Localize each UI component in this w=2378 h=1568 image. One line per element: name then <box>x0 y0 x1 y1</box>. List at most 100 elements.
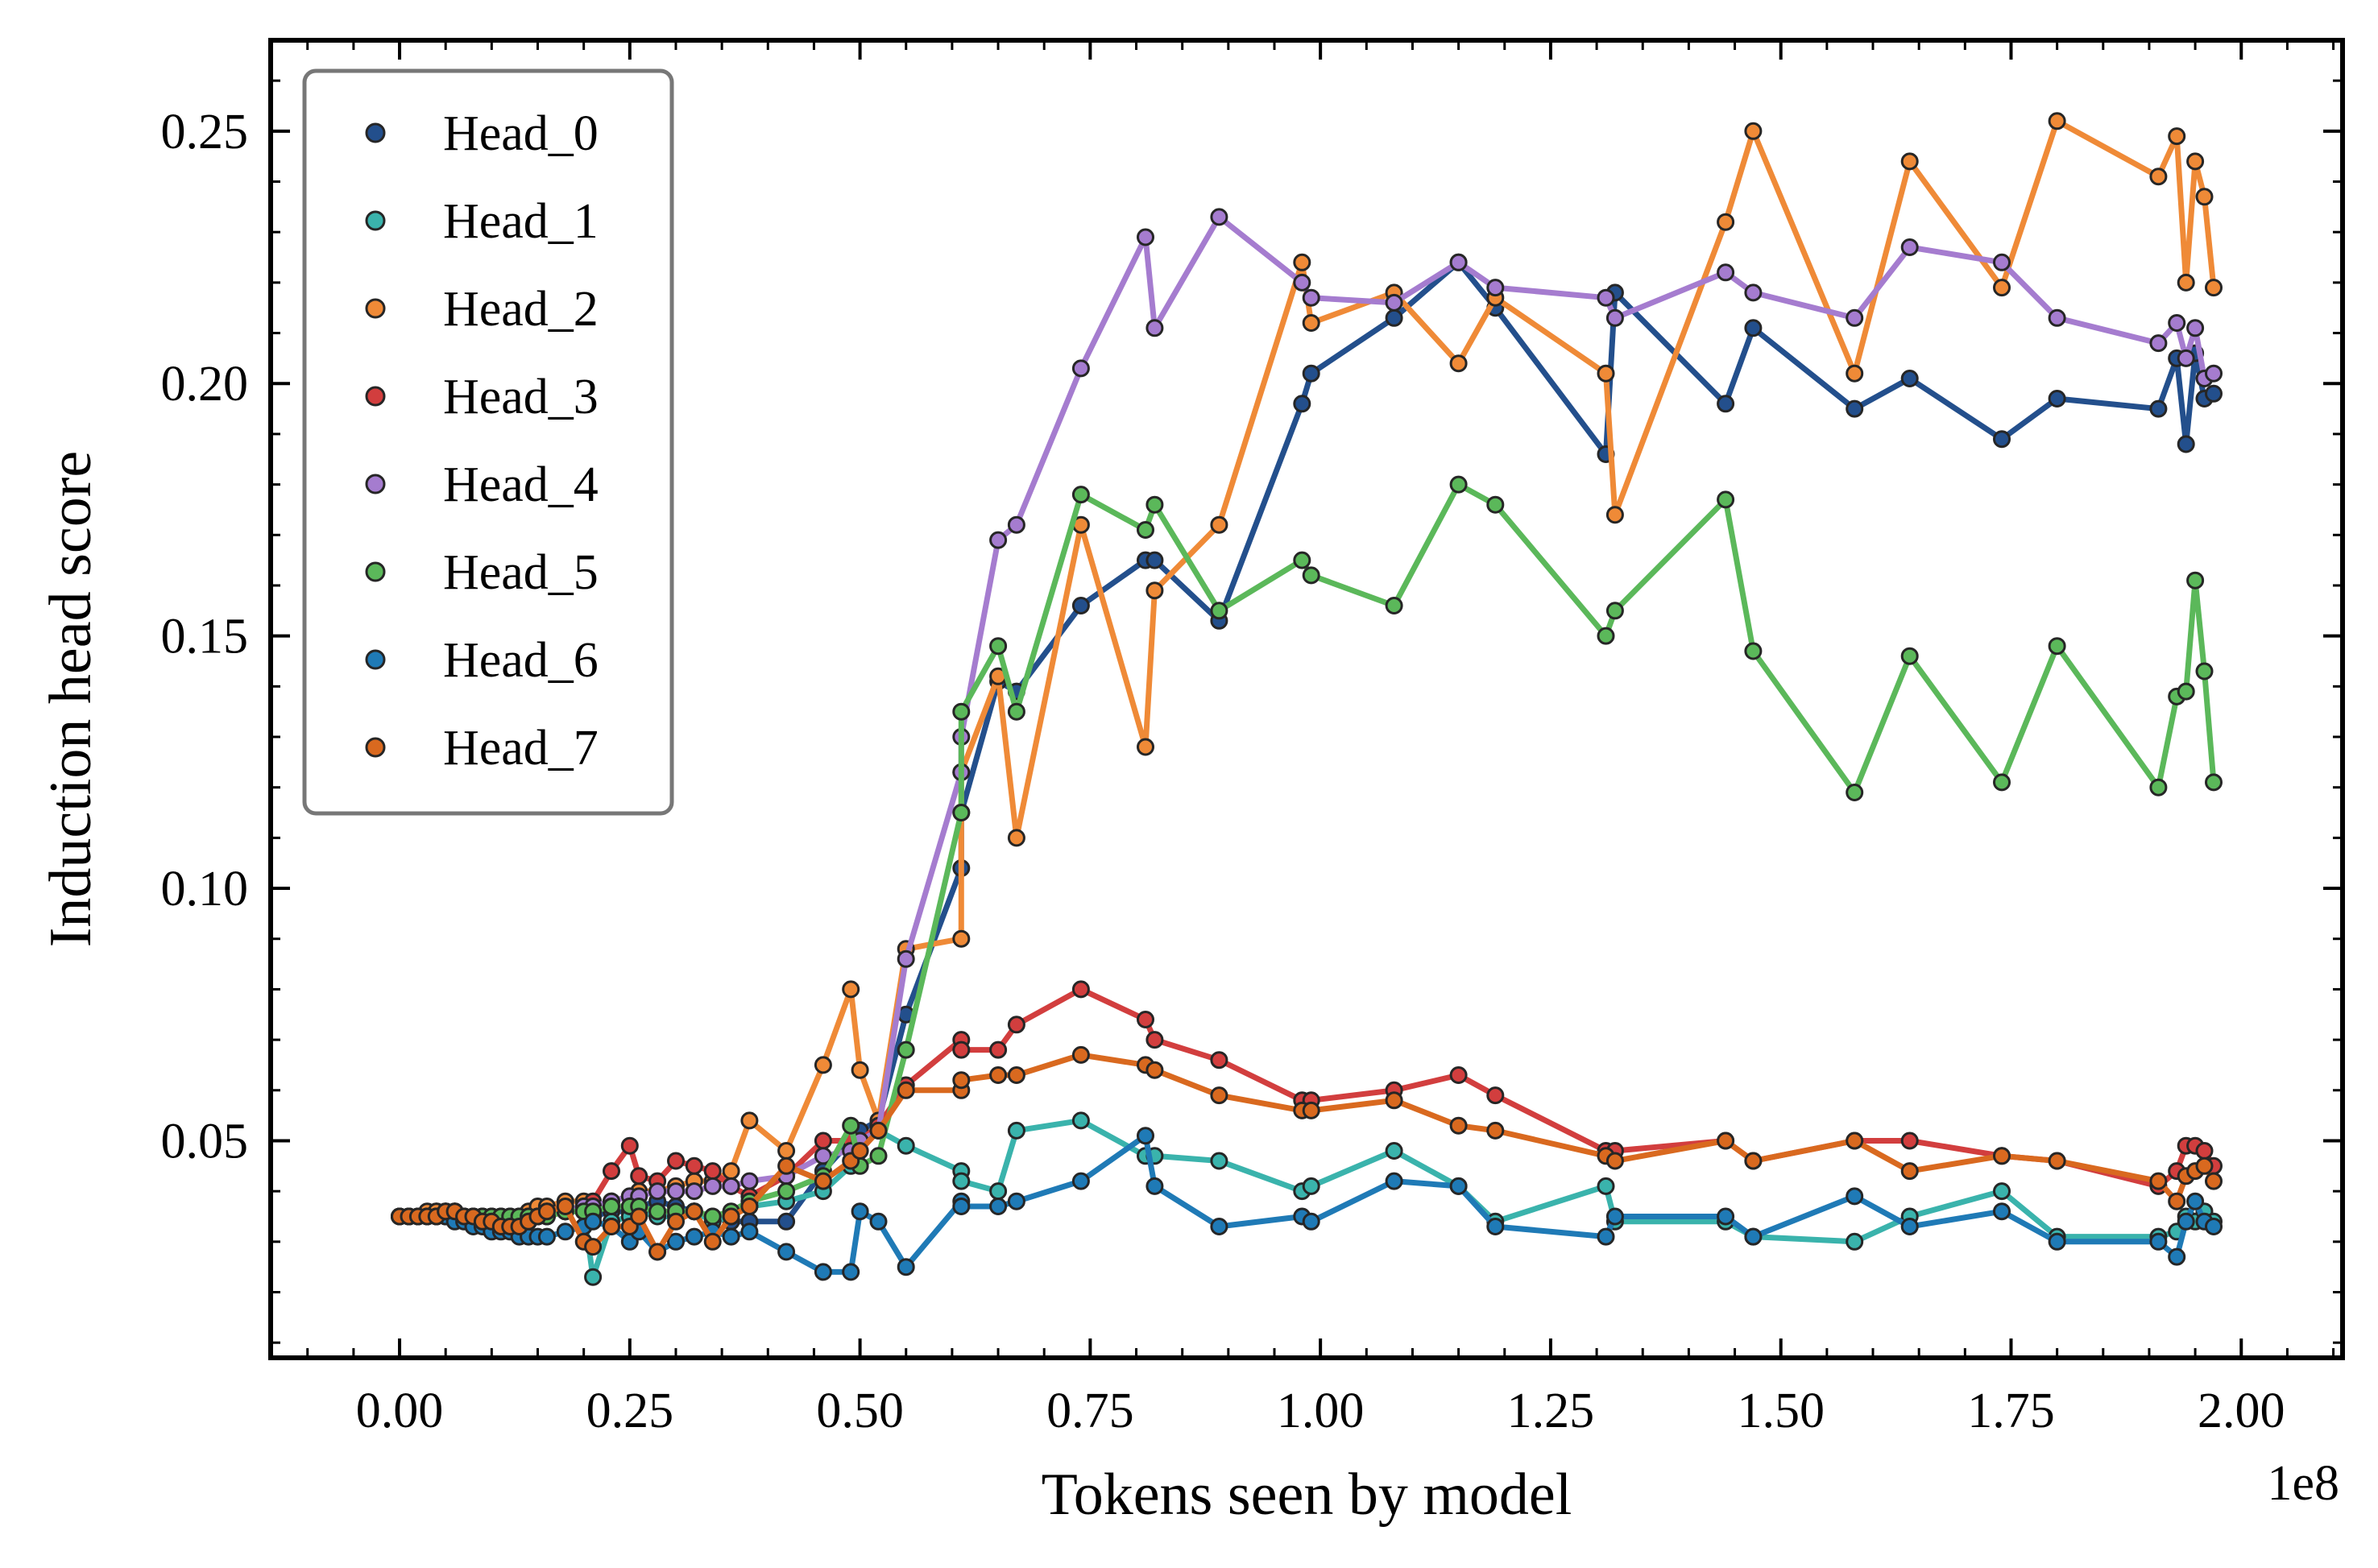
legend-label: Head_4 <box>443 457 599 512</box>
data-point <box>1597 1177 1615 1195</box>
data-point <box>1486 495 1505 514</box>
series-layer <box>391 112 2223 1286</box>
data-point <box>1744 1152 1763 1170</box>
data-point <box>1071 1045 1090 1064</box>
data-point <box>2048 308 2066 327</box>
data-point <box>740 1111 759 1130</box>
data-point <box>1846 1187 1864 1206</box>
data-point <box>1993 1202 2011 1221</box>
data-point <box>814 1147 832 1165</box>
data-point <box>777 1142 796 1160</box>
data-point <box>989 1066 1008 1084</box>
data-point <box>1846 1132 1864 1150</box>
y-tick-label: 0.05 <box>161 1114 249 1169</box>
data-point <box>1993 1147 2011 1165</box>
data-point <box>1597 1227 1615 1246</box>
data-point <box>2205 1218 2223 1235</box>
data-point <box>740 1223 759 1241</box>
data-point <box>851 1142 869 1160</box>
data-point <box>2177 435 2195 453</box>
data-point <box>1302 364 1320 383</box>
data-point <box>1293 253 1311 271</box>
data-point <box>1385 1142 1403 1160</box>
data-point <box>2168 1247 2186 1266</box>
legend: Head_0 Head_1 Head_2 Head_3 Head_4 Head_5 Head… <box>302 68 674 816</box>
y-tick-labels: 0.05 0.10 0.15 0.20 0.25 <box>161 105 249 1169</box>
data-point <box>1137 228 1154 246</box>
data-point <box>777 1212 796 1231</box>
data-point <box>1007 1121 1025 1140</box>
data-point <box>667 1182 685 1201</box>
data-point <box>2177 349 2195 367</box>
data-point <box>2186 152 2205 171</box>
data-point <box>1137 1011 1154 1028</box>
data-point <box>1302 566 1320 585</box>
data-point <box>685 1202 703 1221</box>
data-point <box>989 1198 1008 1215</box>
data-point <box>1605 1207 1624 1226</box>
x-tick-label: 1.00 <box>1277 1384 1365 1438</box>
legend-entry: Head_4 <box>365 457 599 512</box>
data-point <box>1717 213 1735 231</box>
data-point <box>897 1081 915 1099</box>
data-point <box>1146 319 1164 337</box>
data-point <box>897 1258 915 1276</box>
data-point <box>1071 980 1090 999</box>
data-point <box>1900 238 1919 256</box>
data-point <box>2149 399 2168 418</box>
plot-frame <box>268 38 2345 1360</box>
data-point <box>842 1116 860 1135</box>
data-point <box>1385 597 1403 614</box>
data-point <box>2205 279 2223 297</box>
data-point <box>1486 1218 1505 1235</box>
data-point <box>1071 1111 1090 1130</box>
data-point <box>777 1182 796 1201</box>
y-tick-label: 0.15 <box>161 610 249 664</box>
legend-label: Head_3 <box>443 370 599 424</box>
data-point <box>952 804 971 821</box>
data-point <box>1071 486 1090 504</box>
data-point <box>989 637 1008 656</box>
data-point <box>1146 581 1164 600</box>
data-point <box>703 1177 722 1195</box>
data-point <box>1385 1091 1403 1110</box>
data-point <box>1210 1086 1228 1105</box>
data-point <box>685 1156 703 1175</box>
data-point <box>1146 1177 1164 1195</box>
data-point <box>1146 1061 1164 1079</box>
data-point <box>2149 1232 2168 1251</box>
data-point <box>1146 1031 1164 1049</box>
data-point <box>814 1172 832 1190</box>
data-point <box>1449 253 1468 271</box>
data-point <box>1007 829 1025 847</box>
data-point <box>1717 263 1735 282</box>
data-point <box>1449 1116 1468 1135</box>
legend-label: Head_5 <box>443 545 599 600</box>
data-point <box>1744 1227 1763 1246</box>
data-point <box>2186 571 2205 590</box>
data-point <box>1210 1218 1228 1235</box>
data-point <box>2195 188 2214 206</box>
data-point <box>1900 152 1919 171</box>
legend-entry: Head_5 <box>365 545 599 600</box>
data-point <box>1597 288 1615 307</box>
data-point <box>2186 1192 2205 1210</box>
y-tick-label: 0.25 <box>161 105 249 159</box>
data-point <box>1846 784 1864 801</box>
data-point <box>1210 1051 1228 1069</box>
data-point <box>2168 314 2186 332</box>
data-point <box>869 1121 888 1140</box>
data-point <box>2149 168 2168 186</box>
data-point <box>722 1207 740 1226</box>
x-tick-labels: 0.00 0.25 0.50 0.75 1.00 1.25 1.50 1.75 2.00 <box>356 1384 2285 1438</box>
data-point <box>648 1182 667 1201</box>
legend-entry: Head_7 <box>365 721 599 776</box>
data-point <box>1993 279 2011 297</box>
data-point <box>1900 370 1919 387</box>
data-point <box>703 1207 722 1226</box>
major-ticks <box>271 40 2343 1358</box>
data-point <box>952 702 971 721</box>
data-point <box>722 1162 740 1181</box>
legend-marker <box>365 386 386 407</box>
data-point <box>897 949 915 968</box>
